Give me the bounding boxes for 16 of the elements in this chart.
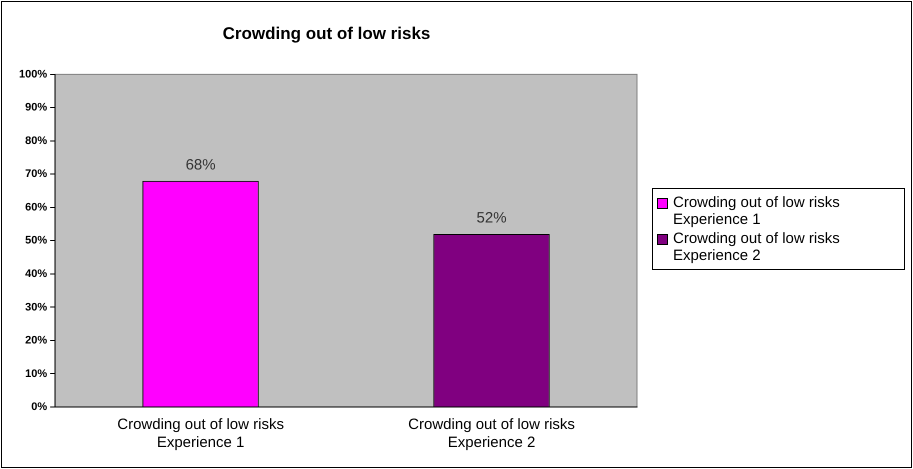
y-tick-label: 70%: [25, 168, 48, 180]
y-tick-label: 80%: [25, 134, 48, 147]
y-tick-label: 20%: [25, 334, 48, 347]
legend-label: Crowding out of low risks Experience 2: [673, 230, 840, 264]
legend-label: Crowding out of low risks Experience 1: [673, 194, 840, 228]
y-tick-label: 10%: [25, 368, 48, 380]
y-tick-label: 30%: [25, 301, 48, 314]
y-tick-label: 50%: [25, 234, 48, 247]
data-label: 52%: [476, 210, 507, 227]
data-label: 68%: [186, 156, 216, 174]
y-tick-label: 40%: [25, 268, 48, 280]
y-tick-label: 60%: [25, 201, 48, 214]
y-tick-label: 0%: [31, 401, 48, 414]
y-tick-label: 90%: [25, 102, 48, 114]
y-tick-label: 100%: [18, 68, 48, 80]
chart-title: Crowding out of low risks: [222, 24, 430, 43]
